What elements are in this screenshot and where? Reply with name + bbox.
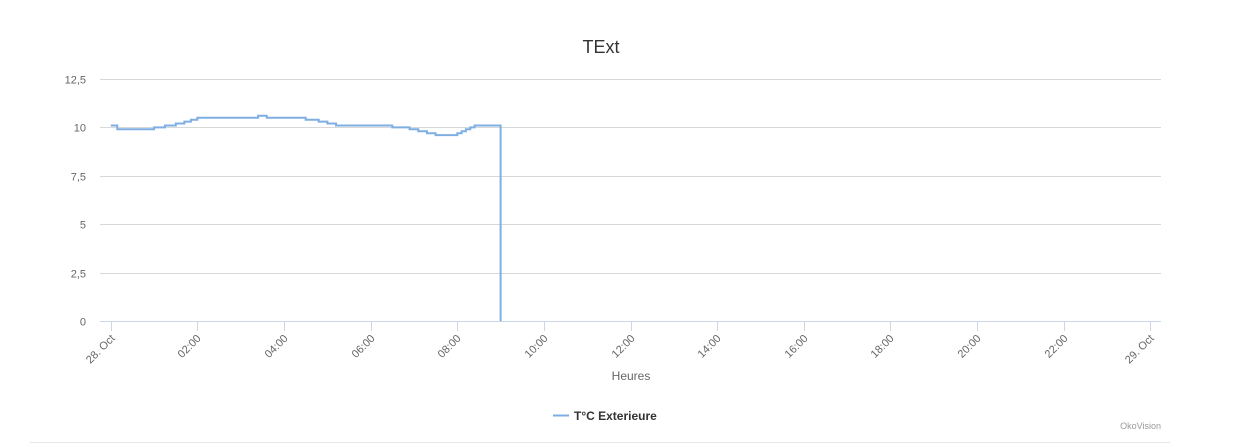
chart-title: TExt	[582, 37, 619, 57]
x-tick-label: 16:00	[783, 333, 811, 361]
y-tick-label: 12,5	[65, 75, 86, 87]
x-tick-label: 02:00	[176, 333, 204, 361]
y-tick-label: 5	[80, 220, 86, 232]
series-line	[110, 114, 502, 321]
x-tick-label: 28. Oct	[84, 333, 118, 367]
x-tick-label: 12:00	[610, 333, 638, 361]
x-axis-title: Heures	[612, 369, 651, 383]
x-tick-label: 20:00	[956, 333, 984, 361]
x-tick-label: 22:00	[1043, 333, 1071, 361]
x-tick-label: 04:00	[263, 333, 291, 361]
x-tick-label: 14:00	[696, 333, 724, 361]
y-tick-label: 0	[80, 317, 86, 329]
y-tick-label: 7,5	[71, 172, 86, 184]
x-tick-label: 18:00	[869, 333, 897, 361]
x-tick-label: 10:00	[523, 333, 551, 361]
x-tick-label: 06:00	[350, 333, 378, 361]
y-tick-label: 10	[74, 123, 86, 135]
legend-item: T°C Exterieure	[553, 409, 657, 423]
legend-label: T°C Exterieure	[574, 409, 657, 423]
x-tick-label: 08:00	[436, 333, 464, 361]
x-tick-label: 29. Oct	[1123, 333, 1157, 367]
credit: OkoVision	[1120, 421, 1161, 431]
y-tick-label: 2,5	[71, 269, 86, 281]
